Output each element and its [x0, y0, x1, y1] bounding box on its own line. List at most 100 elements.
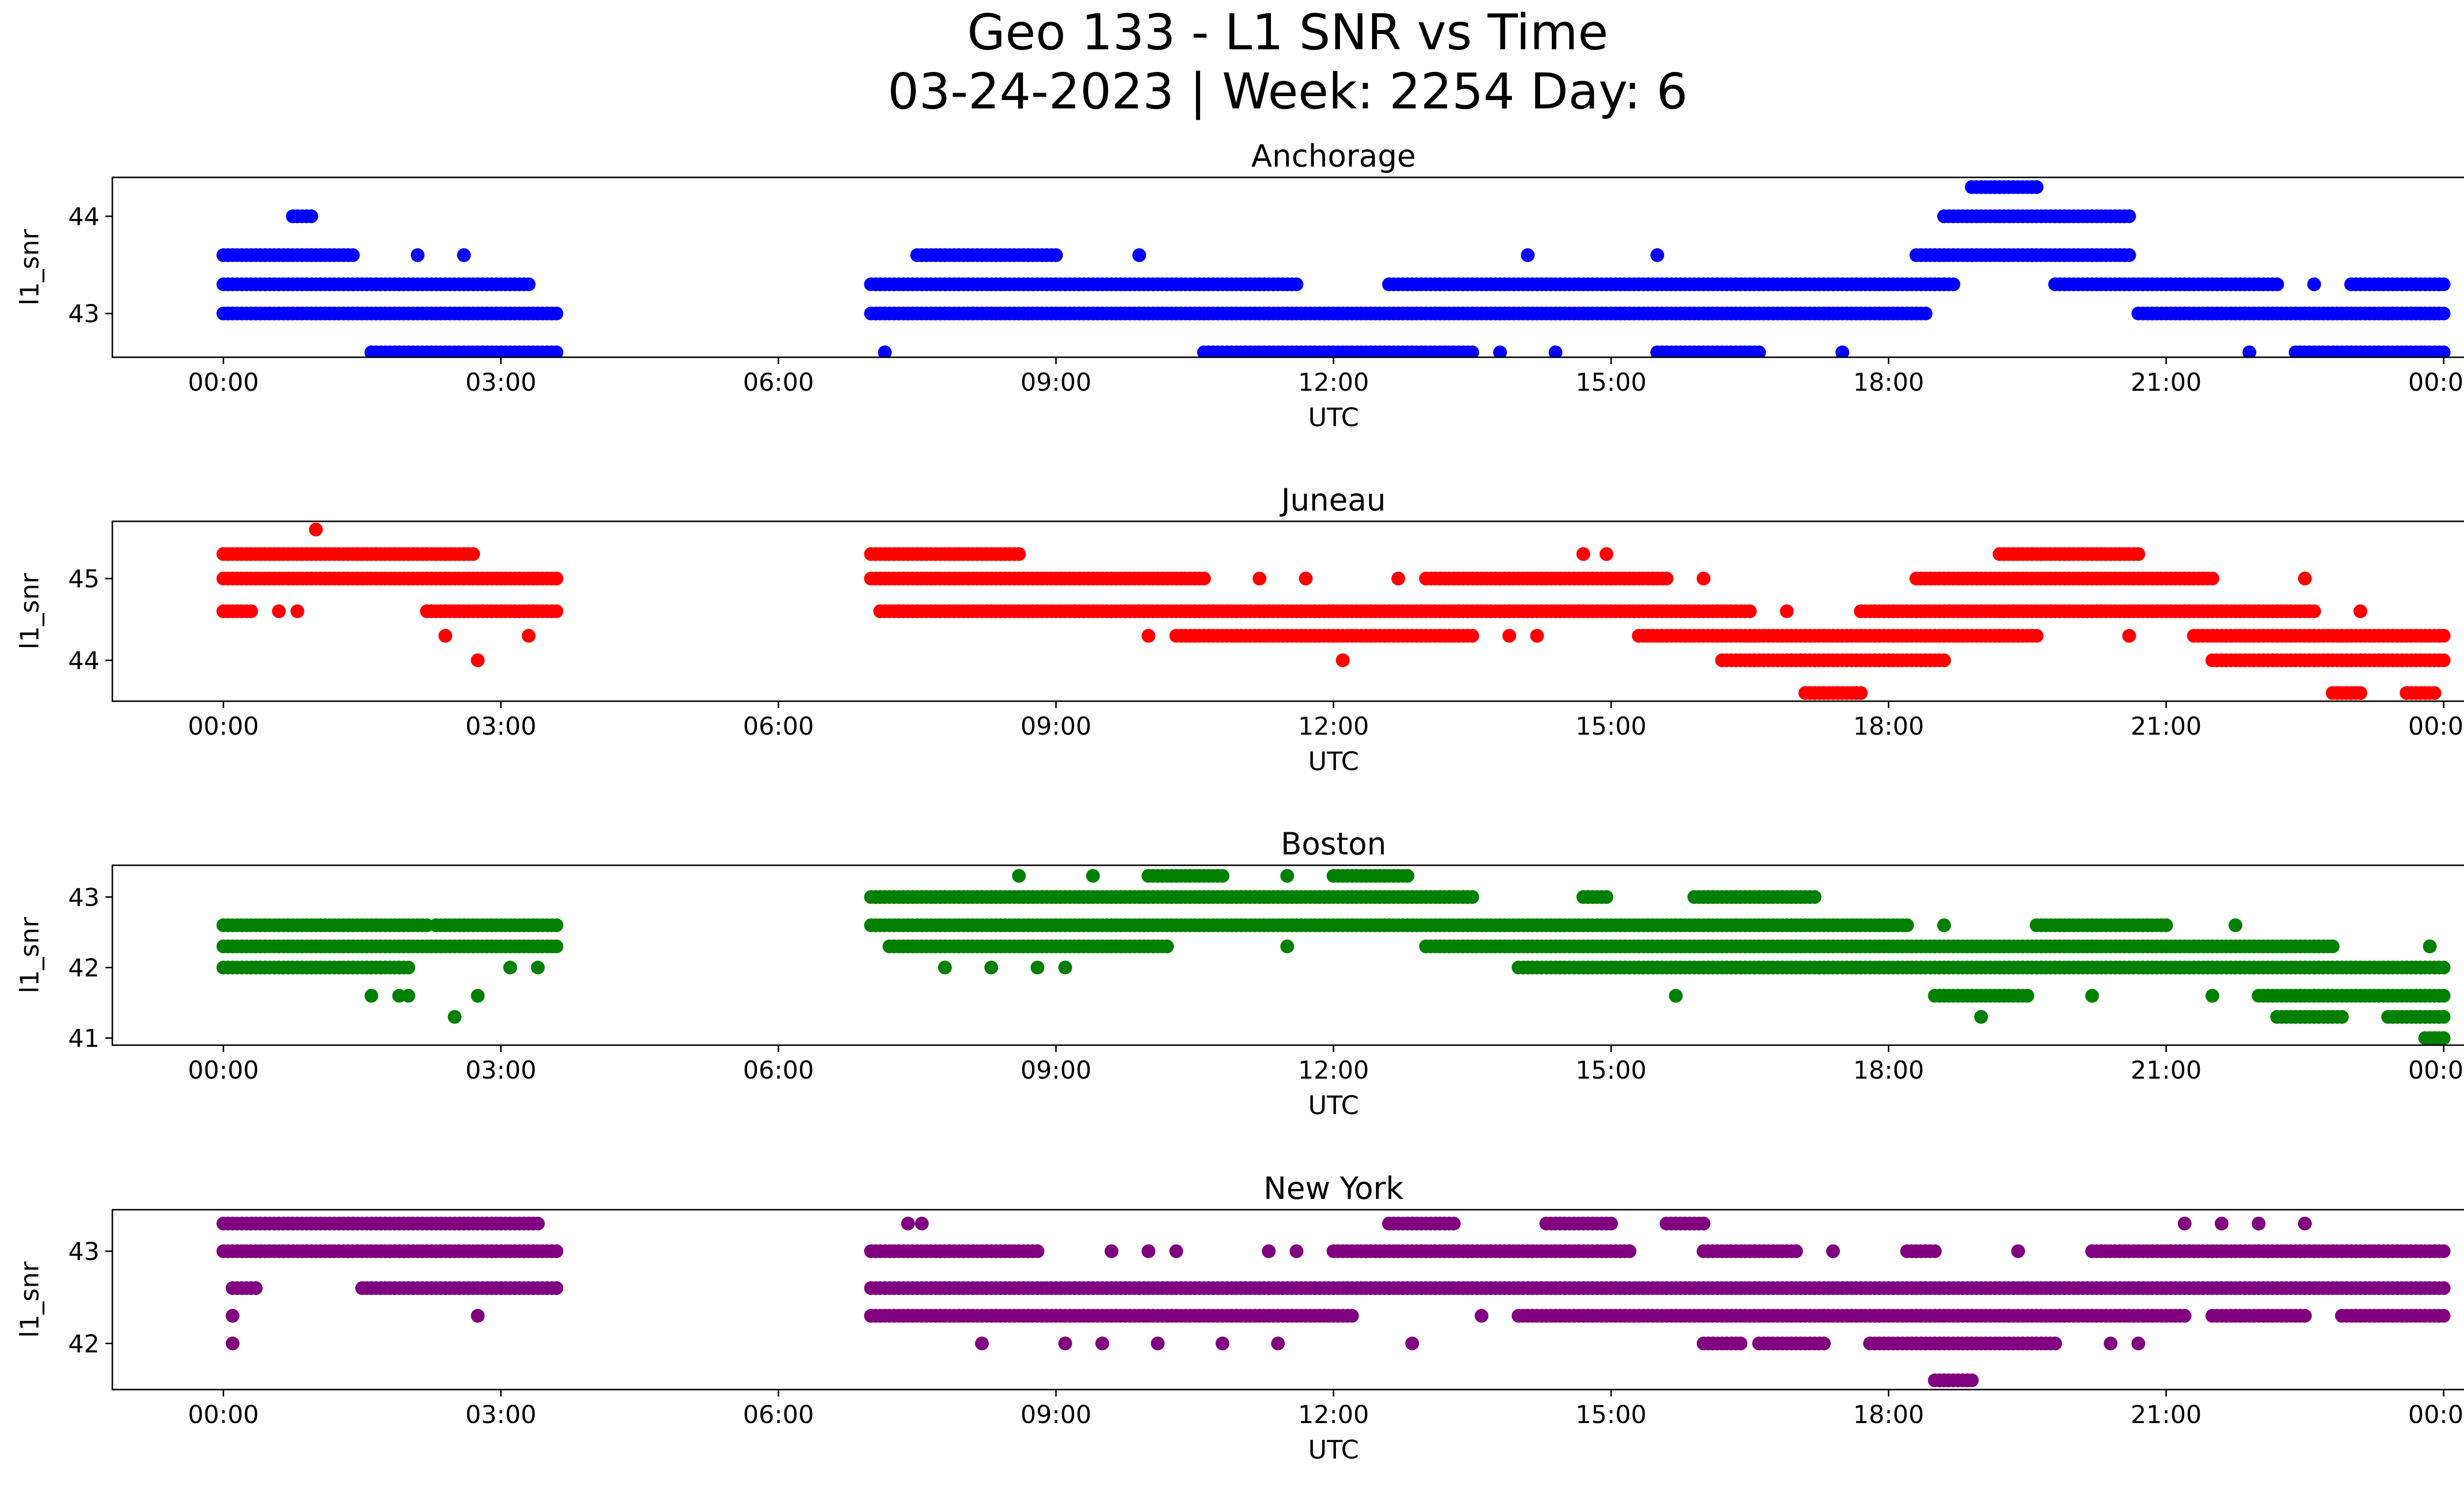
data-point — [2326, 939, 2340, 953]
data-point — [2436, 1244, 2451, 1259]
data-point — [1780, 604, 1794, 618]
data-point — [2436, 960, 2451, 975]
data-point — [2029, 180, 2044, 194]
x-tick-label: 06:00 — [743, 712, 814, 741]
data-point — [1058, 960, 1072, 975]
data-point — [1030, 960, 1045, 975]
data-point — [2020, 988, 2034, 1003]
y-axis-label: l1_snr — [15, 573, 45, 649]
x-tick-label: 06:00 — [743, 368, 814, 397]
data-point — [549, 572, 564, 586]
x-tick-label: 00:00 — [2408, 368, 2464, 397]
data-point — [2436, 988, 2451, 1003]
data-point — [346, 248, 360, 262]
data-point — [2428, 686, 2441, 700]
data-point — [249, 1281, 263, 1295]
data-point — [2205, 572, 2220, 586]
data-point — [878, 345, 892, 357]
data-point — [1280, 939, 1295, 953]
x-tick-label: 03:00 — [465, 1056, 536, 1085]
data-point — [2423, 939, 2437, 953]
data-point — [915, 1217, 929, 1231]
data-point — [2029, 629, 2044, 643]
data-point — [2307, 604, 2321, 618]
data-point — [1548, 345, 1563, 357]
data-point — [1808, 890, 1822, 904]
data-point — [1474, 1309, 1489, 1323]
data-point — [2436, 277, 2451, 291]
data-point — [1169, 1244, 1183, 1259]
data-point — [1197, 572, 1211, 586]
figure-subtitle: 03-24-2023 | Week: 2254 Day: 6 — [888, 63, 1687, 120]
data-point — [2270, 277, 2284, 291]
x-tick-label: 00:00 — [2408, 1056, 2464, 1085]
data-point — [2353, 604, 2367, 618]
data-point — [2436, 306, 2451, 321]
data-point — [503, 960, 517, 975]
data-point — [1622, 1244, 1637, 1259]
data-point — [1058, 1336, 1072, 1351]
y-tick-label: 44 — [68, 646, 100, 675]
data-point — [938, 960, 952, 975]
data-point — [1401, 869, 1415, 883]
data-point — [1262, 1244, 1276, 1259]
data-point — [2436, 1281, 2451, 1295]
data-point — [1141, 629, 1156, 643]
data-point — [438, 629, 452, 643]
subplot-title: Anchorage — [1251, 138, 1416, 174]
data-point — [2215, 1217, 2229, 1231]
data-point — [1502, 629, 1516, 643]
data-point — [2298, 1217, 2312, 1231]
y-axis-label: l1_snr — [15, 229, 45, 306]
x-tick-label: 03:00 — [465, 1400, 536, 1429]
data-point — [1012, 547, 1026, 561]
data-point — [1530, 629, 1544, 643]
data-point — [549, 918, 564, 932]
data-point — [1918, 306, 1933, 321]
data-point — [2103, 1336, 2118, 1351]
data-point — [1974, 1010, 1988, 1024]
y-tick-label: 43 — [68, 883, 100, 912]
data-point — [1752, 345, 1766, 357]
data-point — [2335, 1010, 2349, 1024]
data-point — [411, 248, 425, 262]
data-point — [2436, 653, 2451, 667]
data-point — [2011, 1244, 2025, 1259]
scatter-points — [216, 522, 2451, 700]
data-point — [471, 653, 485, 667]
data-point — [1465, 629, 1479, 643]
data-point — [290, 604, 305, 618]
data-point — [549, 1281, 564, 1295]
y-tick-label: 42 — [68, 954, 100, 983]
data-point — [1252, 572, 1266, 586]
data-point — [2242, 345, 2257, 357]
data-point — [1447, 1217, 1461, 1231]
x-tick-label: 06:00 — [743, 1056, 814, 1085]
data-point — [1599, 547, 1613, 561]
x-tick-label: 15:00 — [1575, 1056, 1646, 1085]
data-point — [1669, 988, 1683, 1003]
data-point — [1992, 629, 2007, 643]
data-point — [466, 547, 480, 561]
data-point — [1493, 345, 1507, 357]
data-point — [901, 1217, 915, 1231]
x-tick-label: 21:00 — [2130, 712, 2201, 741]
data-point — [457, 248, 471, 262]
data-point — [2159, 918, 2173, 932]
data-point — [1335, 653, 1350, 667]
data-point — [2048, 1336, 2062, 1351]
figure-title: Geo 133 - L1 SNR vs Time — [967, 3, 1608, 61]
data-point — [2298, 1309, 2312, 1323]
data-point — [226, 1309, 240, 1323]
x-axis-label: UTC — [1308, 1091, 1359, 1121]
data-point — [2228, 918, 2243, 932]
scatter-points — [216, 869, 2451, 1045]
data-point — [1604, 1217, 1618, 1231]
scatter-points — [216, 1217, 2451, 1388]
data-point — [272, 604, 286, 618]
data-point — [1345, 1309, 1359, 1323]
x-tick-label: 12:00 — [1298, 368, 1369, 397]
